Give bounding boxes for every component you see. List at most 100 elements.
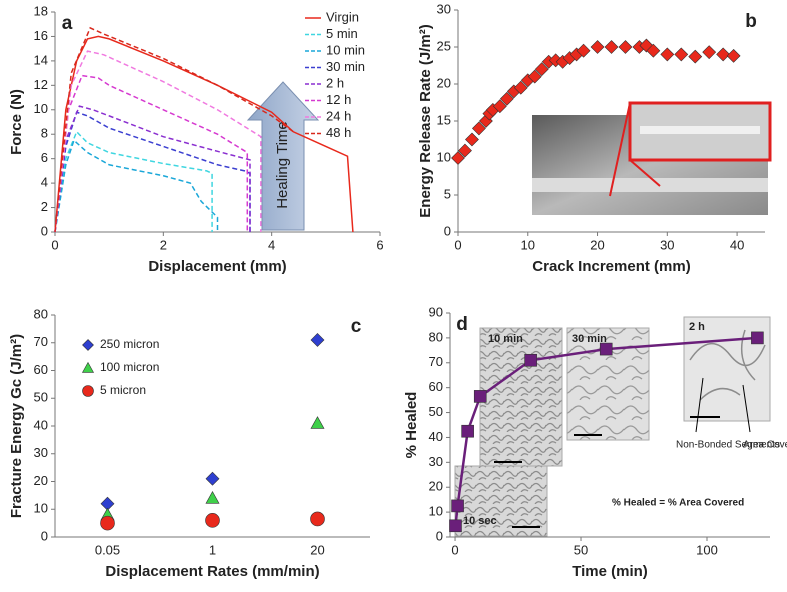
y-tick-label: 60 xyxy=(34,362,48,377)
marker xyxy=(205,513,220,528)
y-tick-label: 10 xyxy=(437,149,451,164)
healing-arrow: Healing Time xyxy=(246,81,320,231)
legend-marker xyxy=(82,339,94,351)
x-tick-label: 1 xyxy=(209,542,216,557)
micrographs: 10 min 10 sec 30 min 2 h Non-Bonded Segm… xyxy=(454,316,787,537)
series-line xyxy=(54,105,251,233)
marker xyxy=(534,62,549,77)
marker xyxy=(458,143,472,158)
y-tick-label: 2 xyxy=(41,199,48,214)
y-tick-label: 10 xyxy=(34,501,48,516)
marker xyxy=(618,40,633,54)
marker xyxy=(205,471,220,486)
marker xyxy=(310,333,325,347)
y-tick-label: 40 xyxy=(34,417,48,432)
micrograph-texture xyxy=(689,329,766,401)
y-tick-label: 80 xyxy=(429,329,443,344)
y-axis-label: % Healed xyxy=(403,392,420,459)
y-tick-label: 4 xyxy=(41,175,48,190)
series-line xyxy=(54,74,249,233)
y-tick-label: 0 xyxy=(41,223,48,238)
x-tick-label: 0.05 xyxy=(95,542,120,557)
marker xyxy=(646,43,661,58)
series-line xyxy=(54,26,294,233)
y-tick-label: 0 xyxy=(41,528,48,543)
marker xyxy=(688,49,703,64)
marker xyxy=(527,69,542,84)
x-tick-label: 0 xyxy=(451,542,458,557)
legend-label: Virgin xyxy=(326,9,359,24)
legend-label: 12 h xyxy=(326,92,351,107)
y-tick-label: 10 xyxy=(429,504,443,519)
y-tick-label: 80 xyxy=(34,306,48,321)
x-tick-label: 30 xyxy=(660,237,674,252)
series-line xyxy=(54,130,213,233)
x-tick-label: 50 xyxy=(574,542,588,557)
x-axis-label: Time (min) xyxy=(572,563,648,580)
annotation: 2 h xyxy=(689,321,705,333)
marker xyxy=(499,91,514,106)
legend-label: 100 micron xyxy=(100,360,159,374)
marker xyxy=(576,43,591,58)
x-tick-label: 6 xyxy=(376,237,383,252)
x-axis-label: Crack Increment (mm) xyxy=(532,258,690,275)
legend-label: 2 h xyxy=(326,75,344,90)
x-tick-label: 20 xyxy=(590,237,604,252)
y-tick-label: 30 xyxy=(34,445,48,460)
y-tick-label: 0 xyxy=(436,528,443,543)
annotation: 10 sec xyxy=(463,515,497,527)
arrow-shape xyxy=(246,81,320,231)
x-tick-label: 100 xyxy=(696,542,718,557)
annotation: Area Covered By Polymer xyxy=(743,440,787,451)
annotation: % Healed = % Area Covered xyxy=(612,498,744,509)
marker xyxy=(726,48,741,63)
marker xyxy=(716,47,731,62)
y-tick-label: 16 xyxy=(34,28,48,43)
legend-label: 5 min xyxy=(326,26,358,41)
x-tick-label: 2 xyxy=(160,237,167,252)
marker xyxy=(100,515,115,531)
marker xyxy=(465,132,479,147)
series-line xyxy=(54,50,262,233)
panel-label: d xyxy=(456,314,468,335)
y-tick-label: 12 xyxy=(34,77,48,92)
y-tick-label: 18 xyxy=(34,3,48,18)
x-tick-label: 0 xyxy=(454,237,461,252)
x-tick-label: 4 xyxy=(268,237,275,252)
y-tick-label: 20 xyxy=(34,473,48,488)
y-tick-label: 40 xyxy=(429,429,443,444)
marker xyxy=(751,331,764,345)
marker xyxy=(451,499,464,513)
pointer xyxy=(742,384,751,433)
x-axis-label: Displacement Rates (mm/min) xyxy=(105,563,319,580)
legend-label: 24 h xyxy=(326,108,351,123)
marker xyxy=(461,424,474,438)
y-tick-label: 20 xyxy=(437,75,451,90)
marker xyxy=(590,40,605,54)
marker xyxy=(524,353,537,367)
panel-label: c xyxy=(351,316,362,337)
pointer xyxy=(695,377,704,433)
x-tick-label: 0 xyxy=(51,237,58,252)
y-tick-label: 50 xyxy=(34,390,48,405)
zoom-line xyxy=(609,102,631,197)
y-tick-label: 5 xyxy=(444,186,451,201)
micrograph xyxy=(454,465,548,537)
y-tick-label: 20 xyxy=(429,479,443,494)
annotation: Healing Time xyxy=(274,121,291,209)
y-tick-label: 15 xyxy=(437,112,451,127)
y-tick-label: 30 xyxy=(429,454,443,469)
x-tick-label: 20 xyxy=(310,542,324,557)
marker xyxy=(660,47,675,62)
zoom-line xyxy=(629,159,661,187)
legend-marker xyxy=(82,385,94,397)
legend-label: 30 min xyxy=(326,59,365,74)
y-tick-label: 70 xyxy=(429,354,443,369)
annotation: Non-Bonded Segments xyxy=(676,440,780,451)
y-tick-label: 30 xyxy=(437,1,451,16)
x-axis-label: Displacement (mm) xyxy=(148,258,286,275)
y-tick-label: 14 xyxy=(34,52,48,67)
marker xyxy=(599,342,613,356)
beam xyxy=(532,178,768,192)
